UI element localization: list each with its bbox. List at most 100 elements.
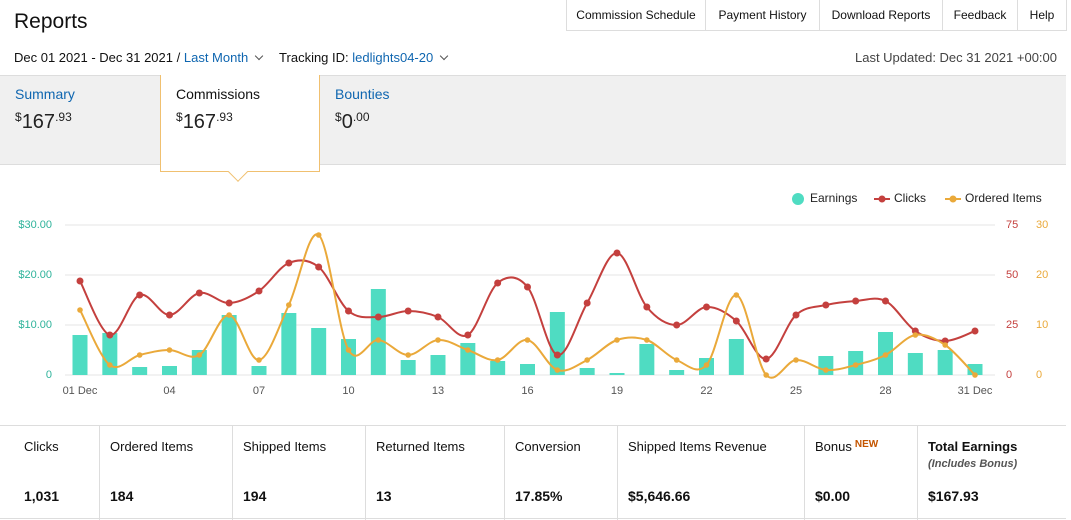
nav-button[interactable]: Download Reports: [819, 0, 943, 31]
y2-tick-label: 25: [1006, 319, 1018, 331]
earnings-bar: [579, 368, 595, 375]
separator: /: [176, 50, 181, 65]
series-point: [703, 303, 710, 311]
stat-label-text: Total Earnings: [928, 439, 1018, 454]
earnings-bar: [728, 339, 744, 375]
x-tick-label: 10: [342, 385, 354, 397]
y2-tick-label: 50: [1006, 269, 1018, 281]
last-updated: Last Updated: Dec 31 2021 +00:00: [854, 50, 1057, 65]
nav-button[interactable]: Help: [1017, 0, 1067, 31]
series-point: [644, 337, 650, 343]
series-point: [613, 249, 621, 257]
earnings-bar: [400, 360, 416, 375]
tab[interactable]: Bounties $0.00: [320, 75, 480, 165]
y-tick-label: $20.00: [18, 269, 52, 281]
stat-cell: Bonus NEW $0.00: [805, 426, 918, 520]
earnings-bar: [341, 339, 356, 375]
series-point: [822, 301, 830, 309]
chart: 0 $10.00 $20.00 $30.00 0 25 50 75 0 10 20 30 01 Dec 0…: [18, 191, 1048, 397]
y-tick-label: $10.00: [18, 319, 52, 331]
y3-tick-label: 10: [1036, 319, 1048, 331]
tracking-id[interactable]: ledlights04-20: [352, 50, 434, 65]
nav-button[interactable]: Payment History: [705, 0, 820, 31]
filters: Dec 01 2021 - Dec 31 2021 / Last Month T…: [14, 50, 453, 65]
series-point: [763, 372, 769, 378]
stat-label-text: Shipped Items: [243, 439, 327, 454]
series-point: [852, 297, 860, 305]
series-point: [315, 263, 323, 271]
period[interactable]: Last Month: [183, 50, 249, 65]
tab[interactable]: Summary $167.93: [0, 75, 160, 165]
series-point: [434, 313, 442, 321]
earnings-bar: [311, 328, 327, 375]
currency: $: [335, 110, 342, 124]
series-point: [404, 307, 412, 315]
tracking-label: Tracking ID:: [279, 50, 349, 65]
y2-tick-label: 75: [1006, 219, 1018, 231]
series-point: [673, 321, 681, 329]
currency: $: [15, 110, 22, 124]
x-tick-label: 19: [611, 385, 623, 397]
series-point: [733, 292, 740, 298]
earnings-bar: [221, 315, 237, 375]
stat-cell: Conversion 17.85%: [505, 426, 618, 520]
stat-label-text: Conversion: [515, 439, 581, 454]
series-point: [553, 351, 561, 359]
stat-value: $0.00: [815, 488, 851, 504]
series-point: [255, 287, 263, 295]
series-point: [823, 367, 829, 373]
earnings-bar: [669, 370, 685, 375]
earnings-bar: [907, 353, 923, 375]
tab-amount: $167.93: [15, 110, 145, 134]
series-point: [972, 372, 978, 378]
stat-cell: Total Earnings (Includes Bonus) $167.93: [918, 426, 1066, 520]
series-point: [136, 291, 144, 299]
stat-label: Bonus NEW: [815, 439, 907, 454]
nav-button[interactable]: Feedback: [942, 0, 1018, 31]
stat-value: 1,031: [24, 488, 60, 504]
series-point: [196, 352, 203, 358]
nav-button[interactable]: Commission Schedule: [566, 0, 706, 31]
series-point: [315, 232, 322, 238]
series-point: [762, 355, 770, 363]
series-point: [852, 362, 859, 368]
series-point: [732, 317, 740, 325]
stat-cell: Shipped Items Revenue $5,646.66: [618, 426, 805, 520]
series-point: [524, 337, 531, 343]
legend-swatch: [949, 195, 957, 203]
amount-whole: 167: [182, 111, 217, 133]
series-point: [703, 362, 710, 368]
series-point: [793, 357, 799, 363]
series-point: [614, 337, 620, 343]
stat-label: Shipped Items: [243, 439, 355, 454]
series-point: [136, 352, 143, 358]
earnings-bar: [162, 366, 177, 375]
chevron: [254, 51, 264, 61]
legend-label: Clicks: [894, 191, 926, 205]
series-point: [554, 367, 561, 373]
tab-amount: $167.93: [176, 110, 304, 134]
earnings-bar: [251, 366, 267, 375]
tab[interactable]: Commissions $167.93: [160, 75, 320, 172]
amount-fraction: .00: [352, 110, 370, 124]
series-point: [375, 337, 382, 343]
earnings-bar: [609, 373, 625, 375]
y3-tick-label: 20: [1036, 269, 1048, 281]
stat-label-text: Clicks: [24, 439, 59, 454]
series-point: [107, 362, 113, 368]
earnings-bar: [132, 367, 148, 375]
series-point: [166, 311, 173, 319]
earnings-bar: [370, 289, 386, 375]
series-point: [374, 313, 382, 321]
series-point: [971, 327, 979, 335]
series-point: [345, 347, 352, 353]
series-point: [166, 347, 173, 353]
amount-fraction: .93: [216, 110, 233, 124]
currency: $: [176, 110, 183, 124]
stat-value: $5,646.66: [628, 488, 691, 504]
x-tick-label: 16: [521, 385, 533, 397]
tab-amount: $0.00: [335, 110, 465, 134]
date-range[interactable]: Dec 01 2021 - Dec 31 2021: [14, 50, 173, 65]
stat-label: Ordered Items: [110, 439, 222, 454]
